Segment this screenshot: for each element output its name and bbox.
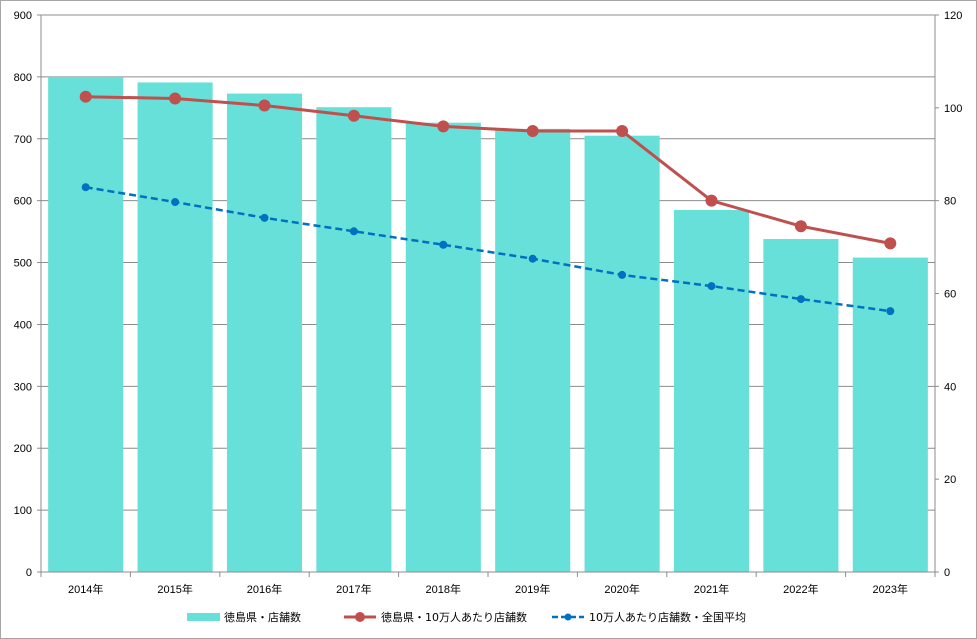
legend-label: 徳島県・店舗数 — [224, 610, 301, 624]
data-point — [347, 109, 360, 122]
bar — [405, 122, 481, 572]
x-tick-label: 2016年 — [247, 582, 282, 596]
data-point — [79, 90, 92, 103]
data-point — [437, 120, 450, 133]
data-point — [618, 270, 627, 279]
y-left-tick-label: 900 — [14, 10, 32, 22]
legend-label: 徳島県・10万人あたり店舗数 — [381, 610, 527, 624]
data-point — [884, 237, 897, 250]
data-point — [349, 227, 358, 236]
y-left-tick-label: 400 — [14, 319, 32, 331]
bar — [316, 107, 392, 572]
x-tick-label: 2022年 — [783, 582, 818, 596]
legend: 徳島県・店舗数 徳島県・10万人あたり店舗数 10万人あたり店舗数・全国平均 — [187, 610, 746, 624]
legend-swatch-bar — [187, 613, 220, 621]
data-point — [616, 125, 629, 138]
x-tick-label: 2023年 — [873, 582, 908, 596]
x-tick-label: 2015年 — [157, 582, 192, 596]
y-left-tick-label: 800 — [14, 72, 32, 84]
line-series — [79, 90, 897, 316]
bar — [226, 93, 303, 573]
y-right-tick-labels: 0 20 40 60 80 100 120 — [944, 10, 962, 579]
bar — [673, 209, 750, 572]
y-right-tick-label: 0 — [944, 567, 950, 579]
data-point — [526, 125, 539, 138]
y-left-tick-label: 700 — [14, 134, 32, 146]
y-left-tick-label: 100 — [14, 505, 32, 517]
data-point — [528, 254, 537, 263]
bar — [495, 128, 571, 572]
bar — [763, 239, 839, 572]
x-tick-labels: 2014年 2015年 2016年 2017年 2018年 2019年 2020年 2021年… — [68, 582, 908, 596]
legend-label: 10万人あたり店舗数・全国平均 — [589, 610, 746, 624]
data-point — [705, 194, 718, 207]
y-right-tick-label: 100 — [944, 103, 962, 115]
data-point — [81, 183, 90, 192]
y-left-tick-label: 300 — [14, 381, 32, 393]
data-point — [794, 220, 807, 233]
y-left-tick-label: 200 — [14, 443, 32, 455]
data-point — [886, 307, 895, 316]
data-point — [260, 213, 269, 222]
x-tick-label: 2019年 — [515, 582, 550, 596]
bar-series — [48, 76, 928, 573]
data-point — [169, 92, 182, 105]
y-right-tick-label: 120 — [944, 10, 962, 22]
y-left-tick-label: 600 — [14, 196, 32, 208]
bar — [852, 257, 928, 572]
data-point — [258, 99, 271, 112]
y-right-tick-label: 60 — [944, 289, 956, 301]
y-right-tick-label: 20 — [944, 474, 956, 486]
y-left-tick-label: 0 — [26, 567, 32, 579]
bar — [48, 76, 124, 572]
x-tick-label: 2018年 — [426, 582, 461, 596]
bar — [137, 82, 213, 572]
data-point — [439, 240, 448, 249]
series-line — [85, 185, 891, 313]
y-left-tick-label: 500 — [14, 258, 32, 270]
data-point — [707, 282, 716, 291]
x-tick-label: 2014年 — [68, 582, 103, 596]
legend-swatch-marker — [564, 613, 572, 621]
bar — [584, 135, 660, 572]
legend-swatch-marker — [355, 612, 365, 622]
series-line — [85, 95, 891, 245]
data-point — [171, 198, 180, 207]
y-right-tick-label: 80 — [944, 196, 956, 208]
x-tick-label: 2017年 — [336, 582, 371, 596]
y-right-tick-label: 40 — [944, 381, 956, 393]
x-tick-label: 2021年 — [694, 582, 729, 596]
axes — [37, 14, 939, 577]
x-tick-label: 2020年 — [604, 582, 639, 596]
data-point — [796, 295, 805, 304]
y-left-tick-labels: 0 100 200 300 400 500 600 700 800 900 — [14, 10, 32, 579]
